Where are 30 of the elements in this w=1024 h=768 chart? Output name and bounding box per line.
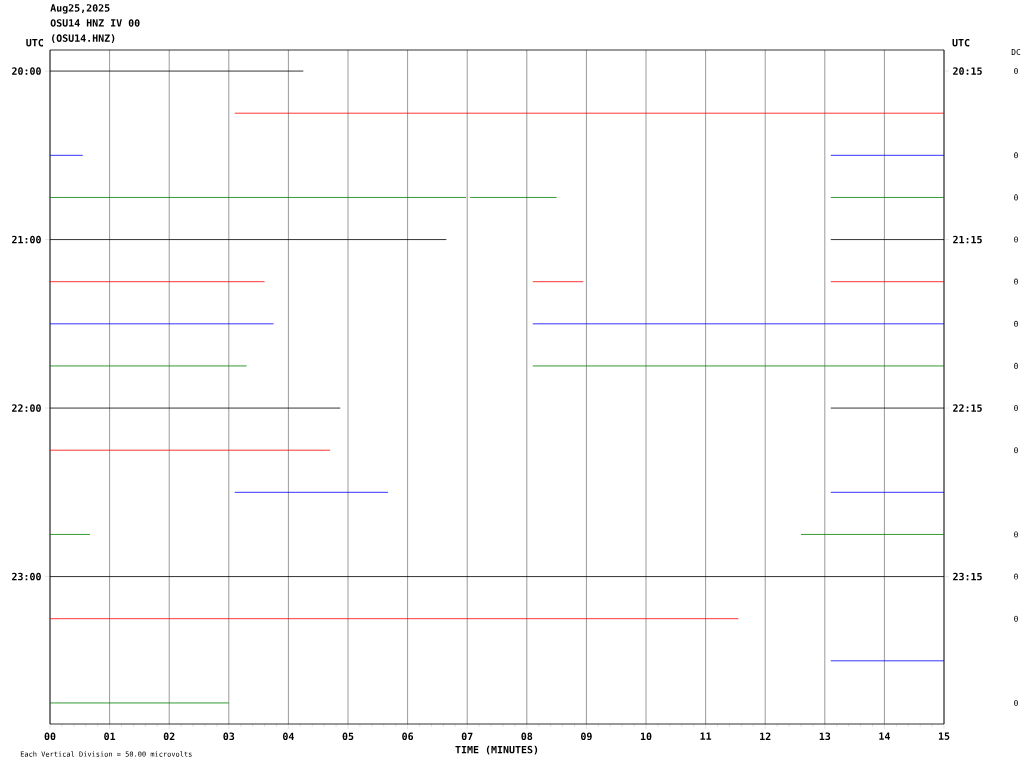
x-tick-label: 01 [104, 732, 116, 741]
y-axis-title: UTC [26, 38, 44, 47]
y2-tick-label: 22:15 [953, 404, 982, 412]
x-tick-label: 13 [819, 732, 831, 741]
y-tick-label: 22:00 [12, 404, 41, 412]
x-tick-label: 03 [223, 732, 235, 741]
y-tick-label: 20:00 [12, 67, 41, 75]
x-tick-label: 00 [44, 732, 56, 741]
chart-title: Aug25,2025 [50, 4, 110, 14]
y-tick-label: 21:00 [12, 235, 41, 244]
x-tick-label: 02 [163, 732, 175, 741]
x-tick-label: 07 [461, 732, 473, 741]
x-tick-label: 11 [700, 732, 712, 740]
y2-tick-label: 20:15 [953, 67, 982, 75]
x-tick-label: 14 [879, 732, 890, 740]
y-tick-label: 23:00 [12, 572, 41, 581]
x-tick-label: 05 [342, 732, 354, 741]
x-tick-label: 12 [760, 732, 771, 740]
x-tick-label: 08 [521, 732, 533, 741]
x-axis-title: TIME (MINUTES) [455, 745, 538, 755]
x-tick-label: 09 [581, 732, 592, 741]
chart-subtitle: OSU14 HNZ IV 00 [50, 19, 140, 27]
x-tick-label: 15 [938, 732, 950, 740]
y2-axis-title: UTC [952, 38, 970, 47]
text: (OSU14.HNZ) [52, 34, 115, 44]
x-tick-label: 04 [283, 732, 294, 741]
x-tick-label: 06 [402, 732, 414, 741]
y2-tick-label: 21:15 [953, 235, 982, 244]
y2-tick-label: 23:15 [953, 572, 982, 581]
x-tick-label: 10 [640, 732, 652, 741]
